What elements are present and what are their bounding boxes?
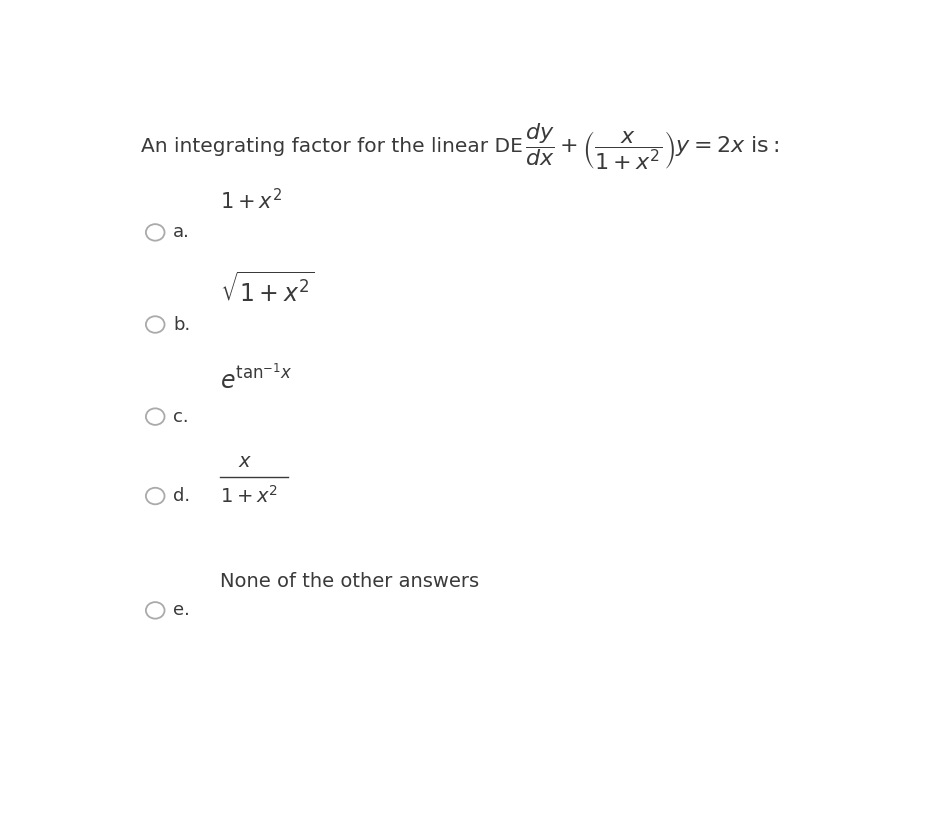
Text: $\sqrt{1+x^2}$: $\sqrt{1+x^2}$ (219, 272, 314, 307)
Text: d.: d. (173, 487, 190, 505)
Text: $1+x^2$: $1+x^2$ (219, 188, 282, 213)
Text: None of the other answers: None of the other answers (219, 573, 479, 592)
Text: c.: c. (173, 408, 189, 426)
Text: $x$: $x$ (238, 451, 252, 470)
Text: $\dfrac{dy}{dx}+\left(\dfrac{x}{1+x^2}\right)y=2x\ \mathrm{is:}$: $\dfrac{dy}{dx}+\left(\dfrac{x}{1+x^2}\r… (525, 121, 780, 172)
Text: a.: a. (173, 224, 190, 242)
Text: e.: e. (173, 601, 190, 620)
Text: $1+x^2$: $1+x^2$ (219, 485, 278, 507)
Text: $e^{\mathrm{tan}^{-1}x}$: $e^{\mathrm{tan}^{-1}x}$ (219, 364, 293, 394)
Text: An integrating factor for the linear DE: An integrating factor for the linear DE (141, 137, 523, 156)
Text: b.: b. (173, 315, 191, 333)
